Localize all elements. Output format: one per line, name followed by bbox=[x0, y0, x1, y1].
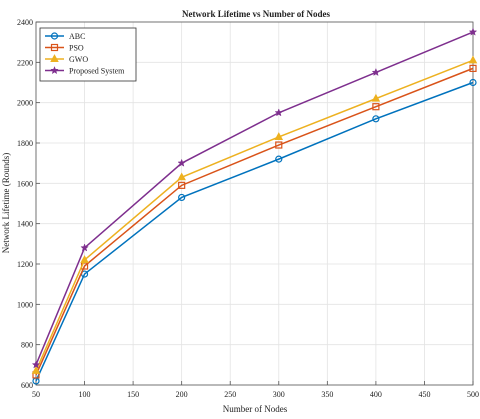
data-point bbox=[31, 366, 41, 374]
data-point bbox=[469, 78, 477, 87]
legend: ABC PSO GWO Proposed System bbox=[39, 27, 137, 82]
x-axis-label: Number of Nodes bbox=[223, 404, 288, 414]
data-point bbox=[468, 55, 478, 64]
series-gwo bbox=[31, 55, 478, 374]
series-pso bbox=[32, 64, 477, 379]
series-line bbox=[35, 31, 474, 366]
data-point bbox=[372, 103, 380, 111]
data-point bbox=[31, 360, 41, 369]
data-point bbox=[371, 93, 381, 102]
plot-frame bbox=[35, 21, 474, 386]
y-tick-label: 1000 bbox=[17, 300, 33, 309]
data-point bbox=[178, 193, 186, 202]
y-tick-label: 1200 bbox=[17, 260, 33, 269]
data-point bbox=[177, 158, 186, 167]
x-tick-label: 350 bbox=[321, 390, 333, 399]
x-tick-label: 300 bbox=[273, 390, 285, 399]
y-axis-label: Network Lifetime (Rounds) bbox=[1, 153, 11, 253]
legend-label: GWO bbox=[69, 55, 88, 64]
legend-marker bbox=[50, 65, 59, 75]
data-point bbox=[274, 108, 284, 117]
legend-label: Proposed System bbox=[69, 67, 125, 76]
data-point bbox=[274, 132, 284, 140]
series-line bbox=[35, 67, 474, 376]
series-line bbox=[35, 81, 474, 382]
y-tick-label: 1400 bbox=[17, 220, 33, 229]
x-tick-label: 450 bbox=[418, 390, 430, 399]
series-proposed-system bbox=[31, 27, 478, 369]
x-tick-label: 400 bbox=[370, 390, 382, 399]
series-group bbox=[31, 27, 478, 385]
x-tick-label: 150 bbox=[127, 390, 139, 399]
x-tick-label: 500 bbox=[467, 390, 479, 399]
legend-marker bbox=[50, 54, 59, 62]
x-tick-label: 50 bbox=[32, 390, 40, 399]
y-tick-label: 1600 bbox=[17, 179, 33, 188]
data-point bbox=[372, 115, 380, 123]
legend-marker bbox=[50, 43, 59, 52]
data-point bbox=[468, 27, 478, 36]
y-tick-label: 600 bbox=[21, 381, 33, 390]
chart-title: Network Lifetime vs Number of Nodes bbox=[182, 9, 331, 19]
legend-marker bbox=[50, 32, 59, 40]
data-point bbox=[177, 172, 186, 181]
x-tick-label: 250 bbox=[224, 390, 236, 399]
data-point bbox=[371, 67, 381, 77]
data-point bbox=[275, 155, 283, 163]
x-tick-label: 200 bbox=[176, 390, 188, 399]
y-tick-label: 1800 bbox=[17, 139, 33, 148]
series-line bbox=[35, 59, 474, 372]
legend-label: ABC bbox=[69, 32, 85, 41]
data-point bbox=[80, 255, 89, 263]
y-tick-label: 800 bbox=[21, 341, 33, 350]
x-tick-label: 100 bbox=[79, 390, 91, 399]
axis-ticks: 50 100 150 200 250 300 350 400 450 500 600 800 1000 1… bbox=[17, 18, 479, 399]
y-tick-label: 2200 bbox=[17, 58, 33, 67]
data-point bbox=[469, 64, 477, 72]
y-tick-label: 2400 bbox=[17, 18, 33, 27]
data-point bbox=[178, 181, 186, 189]
data-point bbox=[80, 243, 89, 252]
data-point bbox=[275, 141, 283, 149]
y-tick-label: 2000 bbox=[17, 99, 33, 108]
legend-label: PSO bbox=[69, 44, 84, 53]
